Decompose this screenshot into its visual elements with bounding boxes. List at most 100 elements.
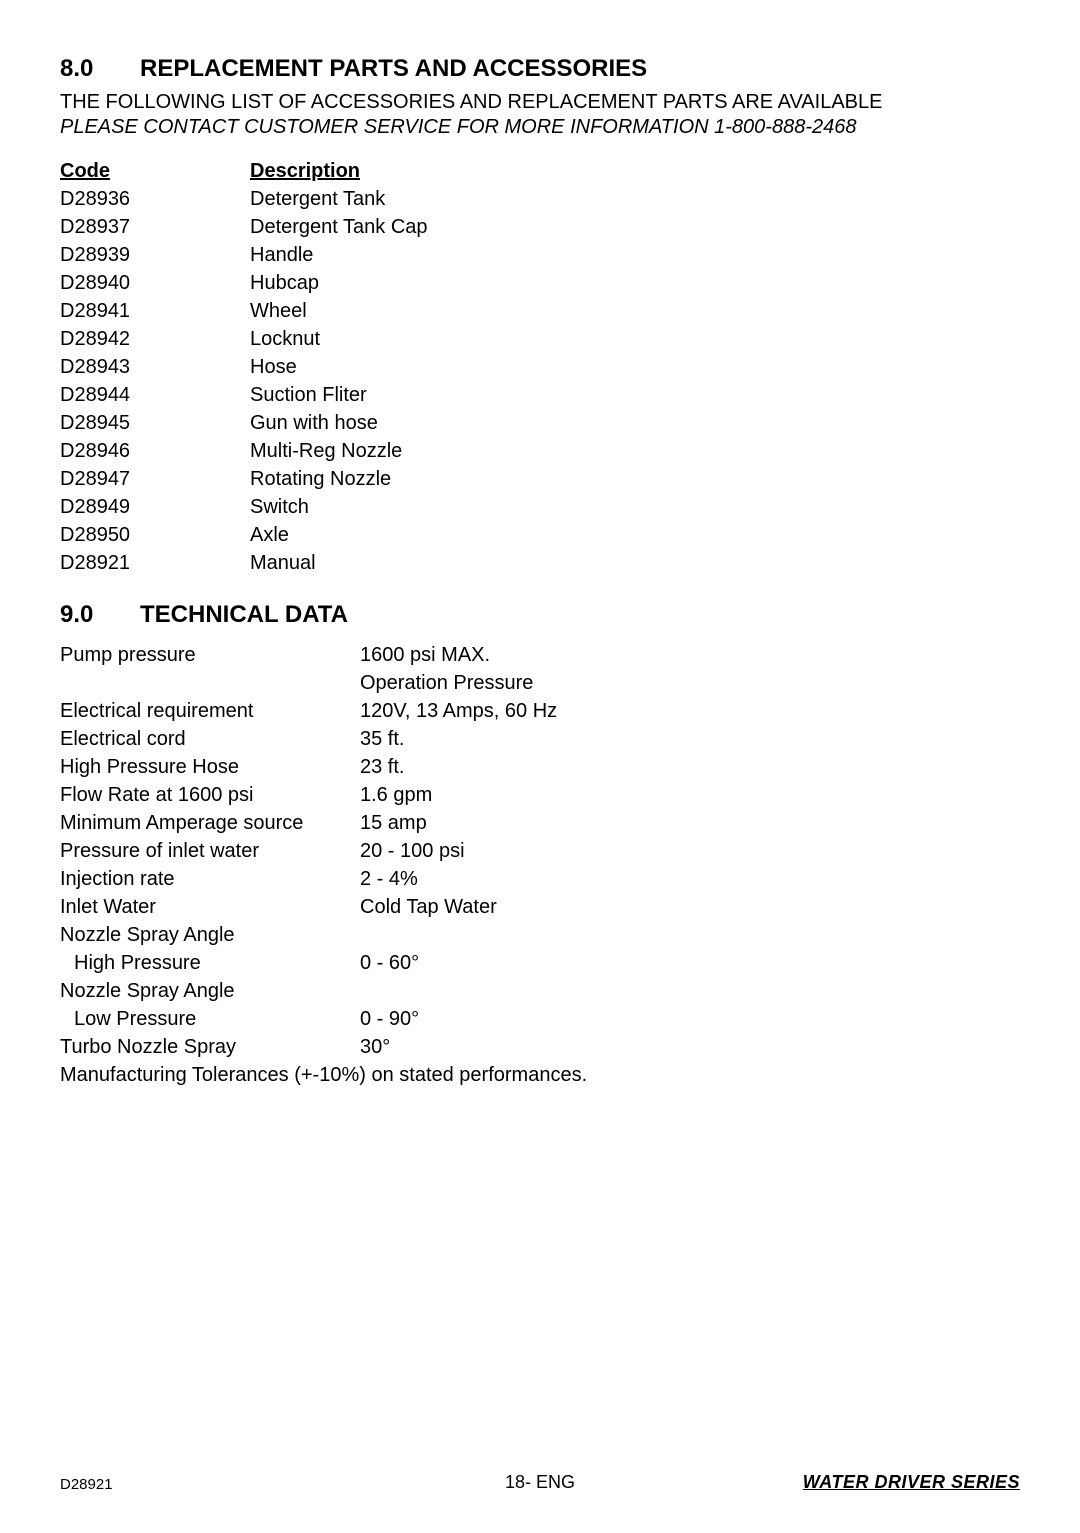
part-description: Rotating Nozzle bbox=[250, 465, 1020, 493]
part-description: Axle bbox=[250, 521, 1020, 549]
tech-label: Nozzle Spray Angle bbox=[60, 921, 360, 949]
tech-label: Electrical requirement bbox=[60, 697, 360, 725]
tech-value: 1600 psi MAX. bbox=[360, 641, 1020, 669]
tech-value: 35 ft. bbox=[360, 725, 1020, 753]
tech-row: Low Pressure0 - 90° bbox=[60, 1005, 1020, 1033]
tech-label: Injection rate bbox=[60, 865, 360, 893]
tech-label: Inlet Water bbox=[60, 893, 360, 921]
tech-label: High Pressure Hose bbox=[60, 753, 360, 781]
part-description: Hose bbox=[250, 353, 1020, 381]
part-code: D28943 bbox=[60, 353, 250, 381]
parts-row: D28947Rotating Nozzle bbox=[60, 465, 1020, 493]
tech-row: Flow Rate at 1600 psi1.6 gpm bbox=[60, 781, 1020, 809]
tech-row: Nozzle Spray Angle bbox=[60, 977, 1020, 1005]
tech-value: 0 - 60° bbox=[360, 949, 1020, 977]
section-8-number: 8.0 bbox=[60, 55, 140, 83]
part-code: D28941 bbox=[60, 297, 250, 325]
tech-row: Turbo Nozzle Spray30° bbox=[60, 1033, 1020, 1061]
parts-table: Code Description D28936Detergent TankD28… bbox=[60, 157, 1020, 577]
footer-page-number: 18- ENG bbox=[505, 1472, 575, 1493]
part-description: Locknut bbox=[250, 325, 1020, 353]
page-footer: D28921 18- ENG WATER DRIVER SERIES bbox=[60, 1472, 1020, 1493]
parts-row: D28949Switch bbox=[60, 493, 1020, 521]
part-description: Detergent Tank bbox=[250, 185, 1020, 213]
tech-row: Electrical cord35 ft. bbox=[60, 725, 1020, 753]
tech-label: Minimum Amperage source bbox=[60, 809, 360, 837]
part-description: Manual bbox=[250, 549, 1020, 577]
tech-value: 0 - 90° bbox=[360, 1005, 1020, 1033]
part-code: D28939 bbox=[60, 241, 250, 269]
tech-label: Nozzle Spray Angle bbox=[60, 977, 360, 1005]
tech-label: Turbo Nozzle Spray bbox=[60, 1033, 360, 1061]
part-code: D28944 bbox=[60, 381, 250, 409]
tech-value: 23 ft. bbox=[360, 753, 1020, 781]
parts-row: D28941Wheel bbox=[60, 297, 1020, 325]
tech-value bbox=[360, 921, 1020, 949]
parts-row: D28939Handle bbox=[60, 241, 1020, 269]
tech-row: Pump pressure1600 psi MAX. bbox=[60, 641, 1020, 669]
tech-label: Pump pressure bbox=[60, 641, 360, 669]
tech-value bbox=[360, 977, 1020, 1005]
parts-row: D28921Manual bbox=[60, 549, 1020, 577]
parts-header-desc: Description bbox=[250, 157, 1020, 185]
part-code: D28950 bbox=[60, 521, 250, 549]
parts-row: D28943Hose bbox=[60, 353, 1020, 381]
section-8-title: REPLACEMENT PARTS AND ACCESSORIES bbox=[140, 55, 647, 83]
part-description: Detergent Tank Cap bbox=[250, 213, 1020, 241]
parts-row: D28944Suction Fliter bbox=[60, 381, 1020, 409]
parts-row: D28936Detergent Tank bbox=[60, 185, 1020, 213]
tech-row: High Pressure Hose23 ft. bbox=[60, 753, 1020, 781]
parts-row: D28945Gun with hose bbox=[60, 409, 1020, 437]
tech-value: 15 amp bbox=[360, 809, 1020, 837]
footer-brand: WATER DRIVER SERIES bbox=[803, 1472, 1020, 1493]
part-description: Switch bbox=[250, 493, 1020, 521]
tech-row: Electrical requirement120V, 13 Amps, 60 … bbox=[60, 697, 1020, 725]
part-description: Multi-Reg Nozzle bbox=[250, 437, 1020, 465]
part-code: D28949 bbox=[60, 493, 250, 521]
tech-label: High Pressure bbox=[60, 949, 360, 977]
tech-label: Electrical cord bbox=[60, 725, 360, 753]
part-description: Wheel bbox=[250, 297, 1020, 325]
tech-value: Operation Pressure bbox=[360, 669, 1020, 697]
parts-row: D28946Multi-Reg Nozzle bbox=[60, 437, 1020, 465]
part-description: Gun with hose bbox=[250, 409, 1020, 437]
tolerance-note: Manufacturing Tolerances (+-10%) on stat… bbox=[60, 1061, 1020, 1089]
tech-value: 120V, 13 Amps, 60 Hz bbox=[360, 697, 1020, 725]
tech-value: 20 - 100 psi bbox=[360, 837, 1020, 865]
tech-value: 2 - 4% bbox=[360, 865, 1020, 893]
tech-row: Nozzle Spray Angle bbox=[60, 921, 1020, 949]
part-code: D28942 bbox=[60, 325, 250, 353]
tech-label: Pressure of inlet water bbox=[60, 837, 360, 865]
tech-label bbox=[60, 669, 360, 697]
tech-value: Cold Tap Water bbox=[360, 893, 1020, 921]
section-9-number: 9.0 bbox=[60, 601, 140, 629]
part-code: D28947 bbox=[60, 465, 250, 493]
tech-row: Inlet WaterCold Tap Water bbox=[60, 893, 1020, 921]
parts-row: D28942Locknut bbox=[60, 325, 1020, 353]
footer-doc-code: D28921 bbox=[60, 1476, 113, 1493]
tech-label: Flow Rate at 1600 psi bbox=[60, 781, 360, 809]
section-8-heading: 8.0 REPLACEMENT PARTS AND ACCESSORIES bbox=[60, 55, 1020, 83]
tech-row: High Pressure0 - 60° bbox=[60, 949, 1020, 977]
parts-row: D28950Axle bbox=[60, 521, 1020, 549]
tech-value: 30° bbox=[360, 1033, 1020, 1061]
parts-header-code: Code bbox=[60, 157, 250, 185]
part-code: D28946 bbox=[60, 437, 250, 465]
section-9-heading: 9.0 TECHNICAL DATA bbox=[60, 601, 1020, 629]
part-code: D28936 bbox=[60, 185, 250, 213]
section-9-title: TECHNICAL DATA bbox=[140, 601, 348, 629]
part-code: D28940 bbox=[60, 269, 250, 297]
tech-row: Pressure of inlet water20 - 100 psi bbox=[60, 837, 1020, 865]
tech-row: Operation Pressure bbox=[60, 669, 1020, 697]
parts-table-header: Code Description bbox=[60, 157, 1020, 185]
part-description: Hubcap bbox=[250, 269, 1020, 297]
part-code: D28921 bbox=[60, 549, 250, 577]
section-8-intro: THE FOLLOWING LIST OF ACCESSORIES AND RE… bbox=[60, 91, 1020, 114]
part-code: D28945 bbox=[60, 409, 250, 437]
section-8-contact: PLEASE CONTACT CUSTOMER SERVICE FOR MORE… bbox=[60, 116, 1020, 139]
tech-row: Injection rate2 - 4% bbox=[60, 865, 1020, 893]
part-code: D28937 bbox=[60, 213, 250, 241]
part-description: Handle bbox=[250, 241, 1020, 269]
tech-data-table: Pump pressure1600 psi MAX.Operation Pres… bbox=[60, 641, 1020, 1089]
tech-value: 1.6 gpm bbox=[360, 781, 1020, 809]
